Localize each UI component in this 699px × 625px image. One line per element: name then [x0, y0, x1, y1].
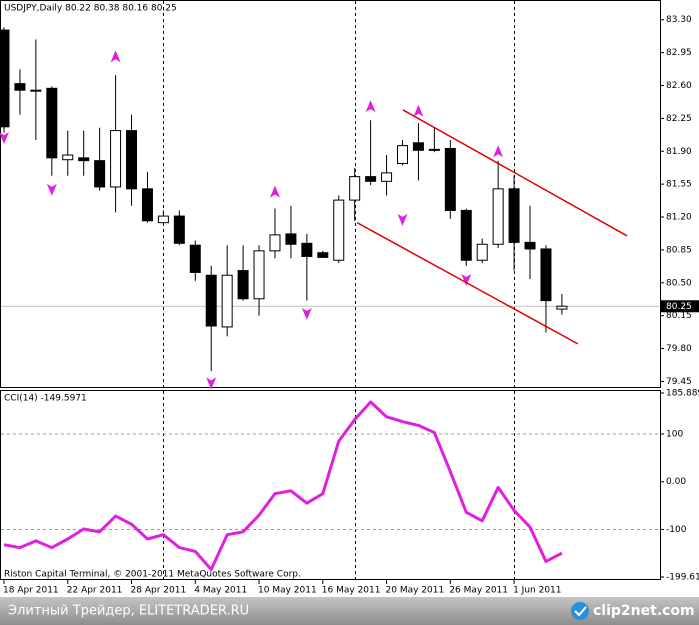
y-tick-label: 83.30 [666, 15, 692, 25]
indicator-title: CCI(14) -149.5971 [4, 394, 87, 404]
fractal-down [206, 377, 217, 390]
y-tick-label: 100 [666, 429, 683, 439]
candle-body [285, 233, 297, 245]
candle-body [205, 274, 217, 327]
fractal-down [397, 213, 408, 226]
candle-body [397, 145, 408, 164]
y-tick-label: 185.889 [666, 389, 699, 399]
x-tick-label: 18 Apr 2011 [3, 586, 59, 596]
fractal-down [46, 183, 57, 196]
candle-body [94, 160, 106, 188]
candle-body [237, 270, 249, 300]
x-tick-label: 16 May 2011 [322, 586, 381, 596]
y-tick-label: 80.85 [666, 245, 692, 255]
y-tick-label: 80.50 [666, 278, 692, 288]
current-price-box [661, 300, 699, 313]
channel-line [356, 221, 579, 345]
candle-body [189, 244, 201, 273]
candle-body [381, 172, 393, 182]
y-tick-label: 80.15 [666, 311, 692, 321]
candle-body [556, 305, 568, 310]
y-tick-label: 82.95 [666, 48, 692, 58]
x-tick-label: 28 Apr 2011 [131, 586, 187, 596]
y-tick-label: 82.60 [666, 81, 692, 91]
background [0, 0, 699, 597]
y-tick-label: 0.00 [666, 477, 686, 487]
footer-text: Элитный Трейдер, ELITETRADER.RU [8, 604, 249, 619]
candle-body [173, 215, 185, 244]
copyright: Riston Capital Terminal, © 2001-2011 Met… [4, 570, 301, 580]
candle-body [428, 148, 440, 151]
candle-body [0, 29, 10, 128]
candle-body [221, 274, 233, 328]
y-tick-label: 82.25 [666, 114, 692, 124]
y-tick-label: 81.90 [666, 147, 692, 157]
candle-body [14, 83, 26, 91]
candle-body [62, 154, 74, 161]
candle-body [46, 87, 58, 159]
fractal-up [269, 185, 280, 198]
candle-body [141, 188, 153, 222]
fractal-down [301, 307, 312, 320]
candle-body [365, 176, 377, 182]
candle-body [317, 252, 329, 258]
logo-text: clip2net.com [593, 603, 695, 619]
x-tick-label: 26 May 2011 [449, 586, 508, 596]
candle-body [349, 176, 361, 201]
candle-body [301, 242, 313, 257]
candle-body [492, 188, 504, 245]
candle-body [524, 241, 536, 250]
candle-body [476, 243, 488, 261]
y-tick-label: 79.80 [666, 344, 692, 354]
y-tick-label: 81.20 [666, 213, 692, 223]
candle-body [30, 89, 42, 92]
candle-body [126, 130, 138, 190]
cci-pane-frame [0, 390, 661, 580]
fractal-up [110, 50, 121, 63]
candle-body [540, 248, 552, 302]
candle-body [157, 215, 169, 224]
x-tick-label: 4 May 2011 [194, 586, 247, 596]
y-tick-label: 81.55 [666, 180, 692, 190]
channel-line [402, 109, 628, 237]
candle-body [508, 188, 520, 243]
logo-icon [571, 602, 589, 620]
candle-body [460, 209, 472, 261]
x-tick-label: 20 May 2011 [386, 586, 445, 596]
fractal-down [0, 132, 9, 145]
x-tick-label: 10 May 2011 [258, 586, 317, 596]
fractal-up [493, 145, 504, 158]
candle-body [412, 142, 424, 151]
candle-body [110, 130, 122, 188]
price-pane-frame [0, 0, 661, 388]
y-tick-label: 79.45 [666, 377, 692, 387]
y-tick-label: -199.617 [666, 573, 699, 583]
plot-layer: 83.30 82.95 82.60 82.25 81.90 81.55 81.20 80.85… [0, 15, 699, 596]
candle-body [269, 234, 281, 252]
logo-check [574, 606, 587, 617]
x-tick-label: 22 Apr 2011 [67, 586, 123, 596]
candle-body [444, 147, 456, 211]
chart-title: USDJPY,Daily 80.22 80.38 80.16 80.25 [4, 4, 177, 14]
x-tick-label: 1 Jun 2011 [513, 586, 561, 596]
fractal-up [365, 100, 376, 113]
fractal-up [413, 104, 424, 117]
fractal-down [461, 274, 472, 287]
candle-body [253, 250, 265, 300]
candle-body [333, 199, 345, 261]
cci-line [3, 400, 563, 572]
current-price-label: 80.25 [666, 302, 692, 312]
y-tick-label: -100 [666, 525, 687, 535]
candle-body [78, 157, 90, 162]
